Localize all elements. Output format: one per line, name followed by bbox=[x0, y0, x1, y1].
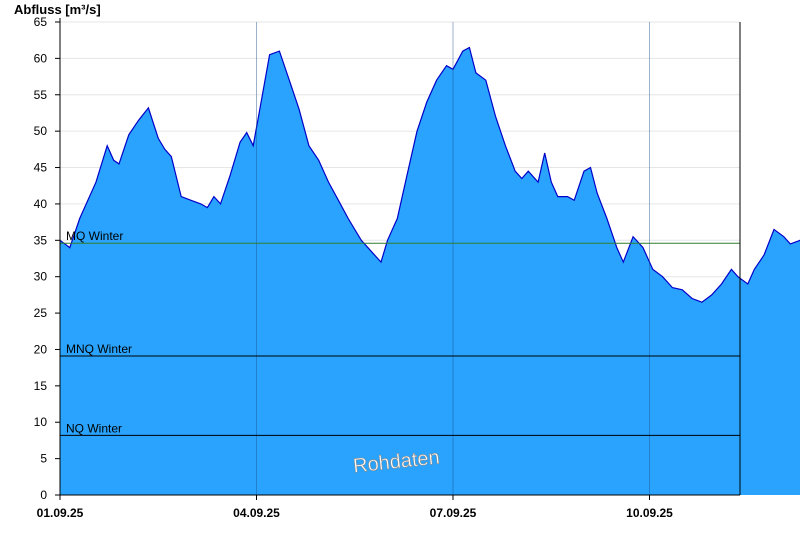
y-tick-label: 55 bbox=[34, 88, 48, 102]
y-tick-labels: 0 5 10 15 20 25 30 35 40 45 50 55 60 65 bbox=[34, 15, 48, 502]
reference-lines: MQ Winter MNQ Winter NQ Winter bbox=[60, 229, 740, 436]
discharge-line bbox=[59, 46, 800, 303]
reference-line-label: MNQ Winter bbox=[66, 342, 132, 356]
y-tick-label: 65 bbox=[34, 15, 48, 29]
y-tick-label: 40 bbox=[34, 197, 48, 211]
x-tick-label: 07.09.25 bbox=[430, 506, 477, 520]
x-tick-label: 04.09.25 bbox=[233, 506, 280, 520]
x-tick-label: 01.09.25 bbox=[37, 506, 84, 520]
y-tick-label: 5 bbox=[40, 452, 47, 466]
y-tick-label: 30 bbox=[34, 270, 48, 284]
y-tick-label: 0 bbox=[40, 488, 47, 502]
vertical-gridlines bbox=[256, 22, 650, 495]
y-tick-label: 60 bbox=[34, 51, 48, 65]
x-tick-labels: 01.09.2504.09.2507.09.2510.09.2513.09.25… bbox=[37, 506, 674, 520]
reference-line-label: NQ Winter bbox=[66, 421, 122, 435]
series-layer bbox=[59, 46, 800, 495]
discharge-area bbox=[60, 47, 800, 495]
y-tick-label: 20 bbox=[34, 342, 48, 356]
reference-line-label: MQ Winter bbox=[66, 229, 123, 243]
x-tick-label: 10.09.25 bbox=[626, 506, 673, 520]
axes bbox=[55, 18, 741, 500]
y-tick-label: 25 bbox=[34, 306, 48, 320]
y-axis-title: Abfluss [m³/s] bbox=[14, 2, 101, 17]
y-tick-label: 35 bbox=[34, 233, 48, 247]
y-tick-label: 45 bbox=[34, 161, 48, 175]
y-tick-label: 50 bbox=[34, 124, 48, 138]
y-tick-label: 10 bbox=[34, 415, 48, 429]
y-tick-label: 15 bbox=[34, 379, 48, 393]
